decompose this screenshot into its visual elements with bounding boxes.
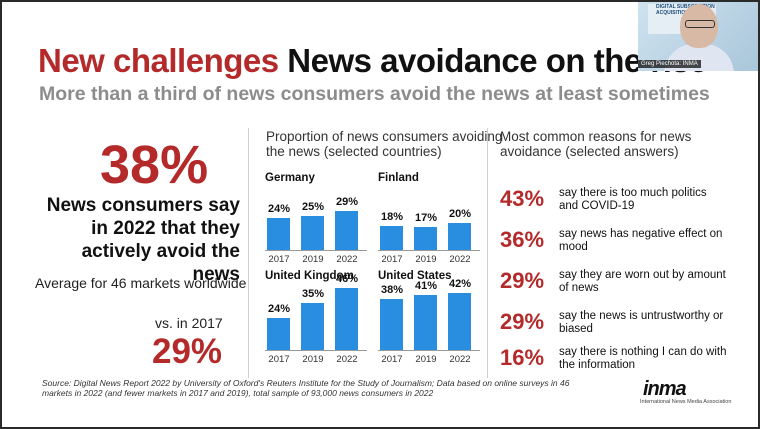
- speaker-name: Greg Piechota: INMA: [638, 60, 701, 68]
- reason-pct-2: 29%: [500, 268, 545, 293]
- chart-axis-2: [265, 350, 367, 351]
- bar-year-0-2: 2022: [336, 254, 358, 265]
- inma-logo-sub: International News Media Association: [640, 399, 732, 405]
- reason-text-4: say there is nothing I can do with the i…: [559, 346, 727, 371]
- bar-year-2-1: 2019: [302, 354, 324, 365]
- bar-year-1-0: 2017: [381, 254, 403, 265]
- reason-pct-3: 29%: [500, 309, 545, 334]
- bar-0-2: [335, 210, 358, 250]
- bar-year-3-0: 2017: [381, 354, 403, 365]
- title-red: New challenges: [38, 42, 279, 79]
- chart-axis-0: [265, 250, 367, 251]
- bar-year-3-1: 2019: [415, 354, 437, 365]
- bar-label-2-1: 35%: [301, 287, 325, 300]
- title-black: News avoidance on the rise: [287, 42, 708, 79]
- average-note: Average for 46 markets worldwide: [35, 275, 247, 291]
- reason-text-2: say they are worn out by amount of news: [559, 269, 726, 294]
- bar-label-1-0: 18%: [380, 210, 404, 223]
- slide-subtitle: More than a third of news consumers avoi…: [39, 83, 710, 105]
- bar-year-1-1: 2019: [415, 254, 437, 265]
- bar-label-2-2: 46%: [335, 272, 359, 285]
- reason-text-3: say the news is untrustworthy or biased: [559, 310, 724, 335]
- bar-1-0: [380, 225, 403, 250]
- banner-line-2: ACQUISITION: [656, 10, 689, 16]
- bar-2-2: [335, 287, 358, 350]
- reason-pct-0: 43%: [500, 186, 545, 211]
- bar-label-3-1: 41%: [414, 279, 438, 292]
- bar-label-3-2: 42%: [448, 278, 472, 291]
- speaker-glasses: [685, 20, 715, 28]
- chart-title-1: Finland: [378, 172, 419, 184]
- bar-3-2: [448, 293, 471, 350]
- inma-logo: inma: [643, 378, 687, 400]
- chart-axis-3: [378, 350, 480, 351]
- reasons-title: Most common reasons for news avoidance (…: [500, 129, 692, 159]
- bar-label-0-2: 29%: [335, 195, 359, 208]
- bar-year-2-2: 2022: [336, 354, 358, 365]
- chart-title-0: Germany: [265, 172, 315, 184]
- bar-1-1: [414, 227, 437, 250]
- bar-3-1: [414, 294, 437, 350]
- bar-1-2: [448, 223, 471, 250]
- reason-text-1: say news has negative effect on mood: [559, 228, 723, 253]
- bar-0-1: [301, 216, 324, 250]
- divider-left: [248, 128, 249, 378]
- bar-label-0-1: 25%: [301, 201, 325, 214]
- bar-2-0: [267, 317, 290, 350]
- reason-pct-1: 36%: [500, 227, 545, 252]
- bar-3-0: [380, 298, 403, 350]
- bar-year-2-0: 2017: [268, 354, 290, 365]
- reason-text-0: say there is too much politics and COVID…: [559, 187, 707, 212]
- bar-label-3-0: 38%: [380, 283, 404, 296]
- chart-title-3: United States: [378, 270, 452, 282]
- bar-label-0-0: 24%: [267, 202, 291, 215]
- bar-year-0-1: 2019: [302, 254, 324, 265]
- bar-label-2-0: 24%: [267, 302, 291, 315]
- chart-axis-1: [378, 250, 480, 251]
- banner-line-1: DIGITAL SUBSCRIPTION: [656, 4, 715, 10]
- big-stat: 38%: [100, 135, 209, 195]
- bar-label-1-2: 20%: [448, 208, 472, 220]
- bar-label-1-1: 17%: [414, 212, 438, 225]
- vs-value: 29%: [152, 332, 223, 371]
- stat-statement: News consumers say in 2022 that they act…: [46, 195, 240, 285]
- bar-2-1: [301, 302, 324, 350]
- divider-right: [487, 128, 488, 378]
- speaker-video: DIGITAL SUBSCRIPTION ACQUISITION Greg Pi…: [638, 2, 758, 71]
- source-note: Source: Digital News Report 2022 by Univ…: [42, 378, 570, 398]
- vs-label: vs. in 2017: [155, 315, 223, 331]
- chart-section-title: Proportion of news consumers avoiding th…: [266, 129, 503, 159]
- chart-title-2: United Kingdom: [265, 270, 354, 282]
- bar-0-0: [267, 217, 290, 250]
- bar-year-1-2: 2022: [449, 254, 471, 265]
- bar-year-0-0: 2017: [268, 254, 290, 265]
- slide-title: New challenges News avoidance on the ris…: [38, 42, 708, 80]
- bar-year-3-2: 2022: [449, 354, 471, 365]
- reason-pct-4: 16%: [500, 345, 545, 370]
